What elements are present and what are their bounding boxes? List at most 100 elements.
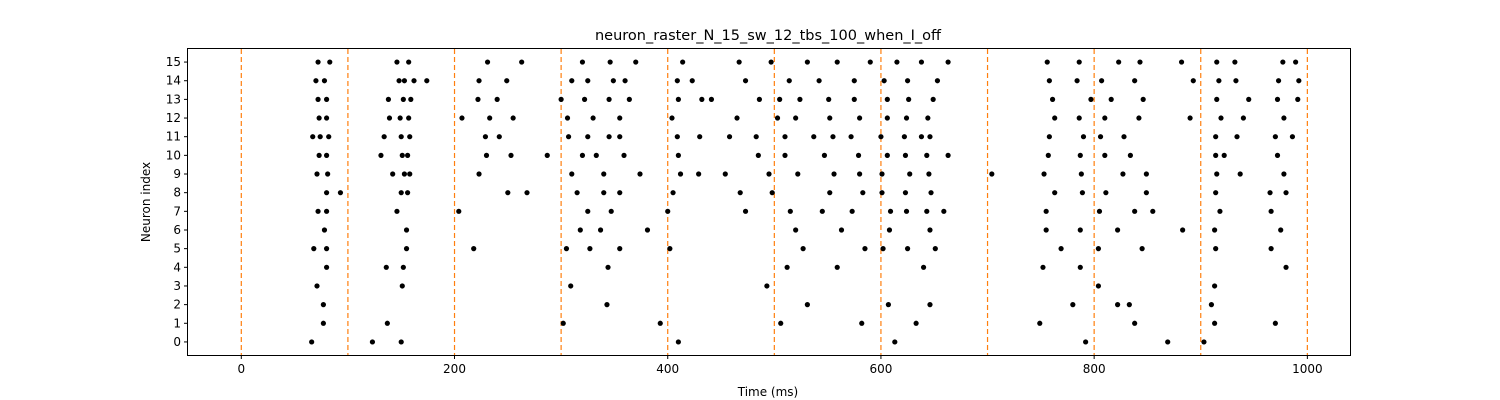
spike-marker	[1281, 115, 1287, 121]
spike-marker	[1044, 59, 1050, 65]
spike-marker	[851, 78, 857, 84]
spike-marker	[1046, 134, 1052, 140]
spike-marker	[505, 190, 511, 196]
spike-marker	[884, 152, 890, 158]
spike-marker	[902, 190, 909, 196]
spike-marker	[742, 78, 749, 84]
spike-marker	[886, 227, 893, 233]
spike-marker	[669, 115, 675, 121]
spike-marker	[471, 246, 477, 252]
spike-marker	[317, 134, 323, 140]
spike-marker	[407, 171, 413, 177]
spike-marker	[544, 152, 550, 158]
spike-marker	[821, 152, 828, 158]
spike-marker	[811, 134, 817, 140]
spike-marker	[657, 320, 663, 326]
spike-marker	[867, 59, 873, 65]
spike-marker	[1283, 190, 1289, 196]
spike-marker	[768, 59, 774, 65]
spike-marker	[1070, 302, 1076, 308]
spike-marker	[323, 115, 330, 121]
spike-marker	[397, 115, 403, 121]
spike-marker	[396, 78, 402, 84]
spike-marker	[401, 171, 408, 177]
spike-marker	[323, 264, 330, 270]
spike-marker	[563, 246, 570, 252]
spike-marker	[1077, 264, 1083, 270]
spike-marker	[777, 96, 783, 102]
spike-marker	[398, 339, 404, 345]
spike-marker	[927, 134, 933, 140]
spike-marker	[1037, 320, 1043, 326]
spike-marker	[1077, 152, 1083, 158]
spike-marker	[574, 190, 580, 196]
spike-marker	[424, 78, 430, 84]
spike-marker	[879, 171, 885, 177]
spike-marker	[726, 134, 733, 140]
spike-marker	[590, 115, 596, 121]
spike-marker	[1234, 134, 1240, 140]
spike-marker	[1213, 246, 1219, 252]
spike-marker	[1281, 171, 1287, 177]
spike-marker	[774, 115, 781, 121]
spike-marker	[384, 320, 390, 326]
spike-marker	[558, 96, 564, 102]
spike-marker	[617, 190, 623, 196]
spike-marker	[327, 59, 333, 65]
spike-marker	[930, 96, 936, 102]
spike-marker	[793, 227, 799, 233]
spike-marker	[880, 246, 886, 252]
spike-marker	[834, 264, 840, 270]
spike-marker	[932, 246, 938, 252]
spike-marker	[879, 190, 885, 196]
spike-marker	[476, 171, 482, 177]
spike-marker	[1058, 246, 1064, 252]
spike-marker	[1139, 246, 1145, 252]
spike-marker	[581, 96, 588, 102]
spike-marker	[1049, 96, 1056, 102]
spike-marker	[1043, 208, 1049, 214]
spike-marker	[519, 59, 525, 65]
spike-marker	[878, 134, 884, 140]
spike-marker	[1076, 59, 1082, 65]
spike-marker	[1074, 78, 1080, 84]
spike-marker	[1293, 59, 1299, 65]
spike-marker	[838, 227, 845, 233]
spike-marker	[675, 96, 681, 102]
spike-marker	[626, 96, 632, 102]
spike-marker	[311, 246, 317, 252]
spike-marker	[1278, 227, 1284, 233]
spike-marker	[819, 208, 825, 214]
spike-marker	[1268, 246, 1274, 252]
spike-marker	[406, 59, 412, 65]
spike-marker	[321, 78, 328, 84]
spike-marker	[769, 190, 775, 196]
spike-marker	[1295, 96, 1301, 102]
spike-marker	[601, 190, 607, 196]
spike-marker	[606, 134, 612, 140]
spike-marker	[787, 208, 793, 214]
spike-marker	[326, 134, 332, 140]
x-axis-ticks: 0 200 400 600 800 1000	[237, 355, 1323, 376]
y-tick-label: 1	[173, 316, 181, 330]
spike-marker	[1103, 190, 1109, 196]
spike-marker	[849, 208, 855, 214]
spike-marker	[1274, 152, 1281, 158]
spike-marker	[400, 96, 406, 102]
spike-marker	[325, 171, 331, 177]
x-axis-label: Time (ms)	[737, 385, 799, 399]
spike-marker	[1078, 171, 1084, 177]
spike-marker	[927, 302, 933, 308]
spike-marker	[456, 208, 462, 214]
spike-marker	[670, 190, 676, 196]
spike-marker	[925, 115, 931, 121]
spike-marker	[407, 134, 413, 140]
spike-marker	[1136, 115, 1142, 121]
spike-marker	[510, 115, 516, 121]
spike-marker	[667, 246, 673, 252]
spike-marker	[755, 152, 761, 158]
spike-marker	[482, 134, 489, 140]
spike-marker	[405, 152, 411, 158]
y-tick-label: 10	[166, 148, 181, 162]
